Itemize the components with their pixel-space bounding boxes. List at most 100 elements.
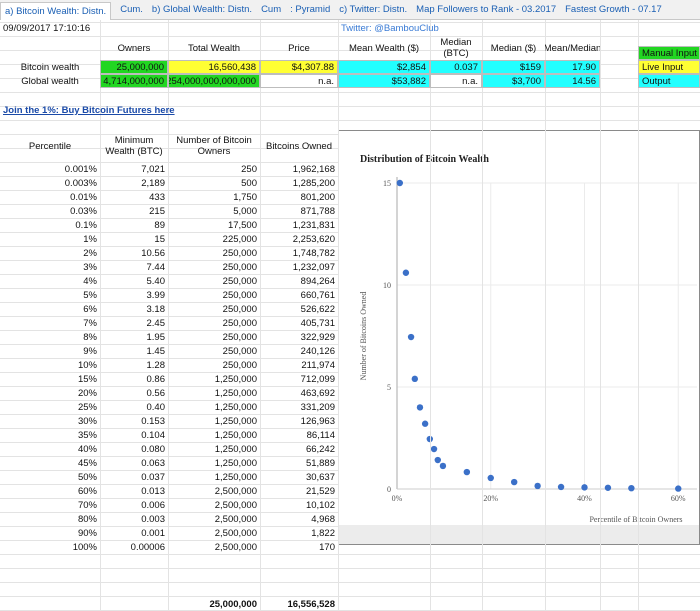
sheet-tab[interactable]: Cum. bbox=[120, 4, 143, 15]
summary-value: n.a. bbox=[430, 74, 482, 88]
table-cell: 30% bbox=[77, 415, 97, 427]
column-line bbox=[600, 20, 601, 611]
table-cell: 801,200 bbox=[300, 191, 335, 203]
table-cell: 526,622 bbox=[300, 303, 335, 315]
chart: 0 5 10 15 0% 20% 40% 60% Distribution of Bitcoin… bbox=[338, 130, 700, 545]
table-cell: 80% bbox=[77, 513, 97, 525]
sheet-tab[interactable]: Cum bbox=[261, 4, 282, 15]
table-cell: 100% bbox=[72, 541, 97, 553]
sheet-tab[interactable]: c) Twitter: Distn. bbox=[339, 4, 408, 15]
table-cell: 225,000 bbox=[222, 233, 257, 245]
table-total: 16,556,528 bbox=[287, 598, 335, 610]
column-header: Price bbox=[288, 42, 310, 54]
sheet-tab[interactable]: Fastest Growth - 07.17 bbox=[565, 4, 662, 15]
table-cell: 0.003% bbox=[64, 177, 97, 189]
table-cell: 0.013 bbox=[141, 485, 165, 497]
table-cell: 1,250,000 bbox=[214, 373, 257, 385]
timestamp: 09/09/2017 17:10:16 bbox=[3, 22, 91, 34]
row-label: Global wealth bbox=[21, 75, 79, 87]
table-cell: 1,962,168 bbox=[292, 163, 335, 175]
table-cell: 86,114 bbox=[306, 429, 335, 441]
table-cell: 4,968 bbox=[311, 513, 335, 525]
table-cell: 25% bbox=[77, 401, 97, 413]
table-cell: 2,500,000 bbox=[214, 527, 257, 539]
table-cell: 1,250,000 bbox=[214, 387, 257, 399]
table-cell: 0.104 bbox=[141, 429, 165, 441]
data-point bbox=[439, 462, 447, 470]
data-point bbox=[426, 435, 434, 443]
table-cell: 1.95 bbox=[146, 331, 166, 343]
data-point bbox=[557, 483, 565, 491]
table-cell: 89 bbox=[154, 219, 165, 231]
table-cell: 1,250,000 bbox=[214, 415, 257, 427]
table-cell: 2,500,000 bbox=[214, 541, 257, 553]
table-cell: 250 bbox=[241, 163, 257, 175]
sheet-tab[interactable]: b) Global Wealth: Distn. bbox=[151, 4, 253, 15]
column-header: Mean Wealth ($) bbox=[348, 42, 420, 54]
table-cell: 250,000 bbox=[222, 261, 257, 273]
sheet-tab[interactable]: a) Bitcoin Wealth: Distn. bbox=[0, 1, 112, 20]
data-point bbox=[407, 333, 415, 341]
table-cell: 4% bbox=[83, 275, 97, 287]
table-cell: 0.037 bbox=[141, 471, 165, 483]
table-cell: 9% bbox=[83, 345, 97, 357]
sheet-tab[interactable]: Map Followers to Rank - 03.2017 bbox=[416, 4, 557, 15]
table-cell: 215 bbox=[149, 205, 165, 217]
table-cell: 2.45 bbox=[146, 317, 166, 329]
table-cell: 1,250,000 bbox=[214, 429, 257, 441]
column-header: Total Wealth bbox=[187, 42, 241, 54]
table-cell: 250,000 bbox=[222, 247, 257, 259]
column-line bbox=[168, 20, 169, 611]
table-cell: 20% bbox=[77, 387, 97, 399]
table-cell: 1,250,000 bbox=[214, 443, 257, 455]
table-cell: 1,250,000 bbox=[214, 401, 257, 413]
table-cell: 0.40 bbox=[146, 401, 166, 413]
column-header: Median ($) bbox=[490, 42, 537, 54]
futures-link[interactable]: Join the 1%: Buy Bitcoin Futures here bbox=[3, 104, 175, 116]
sheet-tab[interactable]: : Pyramid bbox=[290, 4, 331, 15]
table-cell: 660,761 bbox=[300, 289, 335, 301]
table-cell: 0.063 bbox=[141, 457, 165, 469]
table-cell: 40% bbox=[77, 443, 97, 455]
table-cell: 1,231,831 bbox=[292, 219, 335, 231]
table-cell: 250,000 bbox=[222, 275, 257, 287]
x-tick-label: 20% bbox=[483, 494, 498, 503]
x-tick-label: 0% bbox=[392, 494, 403, 503]
y-tick-label: 10 bbox=[383, 281, 391, 290]
table-cell: 35% bbox=[77, 429, 97, 441]
table-cell: 2,500,000 bbox=[214, 485, 257, 497]
y-tick-label: 5 bbox=[387, 383, 391, 392]
table-cell: 211,974 bbox=[301, 359, 335, 371]
table-cell: 250,000 bbox=[222, 359, 257, 371]
data-point bbox=[402, 269, 410, 276]
table-cell: 405,731 bbox=[300, 317, 335, 329]
table-cell: 0.00006 bbox=[130, 541, 165, 553]
table-cell: 0.01% bbox=[70, 191, 97, 203]
table-cell: 5.40 bbox=[146, 275, 166, 287]
table-cell: 70% bbox=[77, 499, 97, 511]
table-cell: 0.03% bbox=[70, 205, 97, 217]
table-cell: 5,000 bbox=[233, 205, 257, 217]
legend-entry: Output bbox=[638, 74, 700, 88]
table-cell: 60% bbox=[77, 485, 97, 497]
table-cell: 250,000 bbox=[222, 289, 257, 301]
table-cell: 50% bbox=[77, 471, 97, 483]
legend-entry: Manual Input bbox=[638, 46, 700, 60]
table-cell: 7% bbox=[83, 317, 97, 329]
twitter-link[interactable]: Twitter: @BambouClub bbox=[341, 22, 439, 34]
table-cell: 2% bbox=[83, 247, 97, 259]
table-cell: 1,822 bbox=[311, 527, 335, 539]
table-header: Percentile bbox=[28, 140, 72, 152]
table-cell: 250,000 bbox=[222, 317, 257, 329]
data-point bbox=[534, 482, 541, 490]
table-cell: 250,000 bbox=[222, 331, 257, 343]
summary-value: 17.90 bbox=[545, 60, 600, 74]
summary-value: $159 bbox=[482, 60, 545, 74]
table-cell: 0.56 bbox=[146, 387, 166, 399]
legend-entry: Live Input bbox=[638, 60, 700, 74]
column-line bbox=[430, 20, 431, 611]
table-cell: 1,250,000 bbox=[214, 457, 257, 469]
sheet-tabs: a) Bitcoin Wealth: Distn. Cum. b) Global W… bbox=[0, 0, 700, 20]
table-cell: 0.003 bbox=[141, 513, 165, 525]
